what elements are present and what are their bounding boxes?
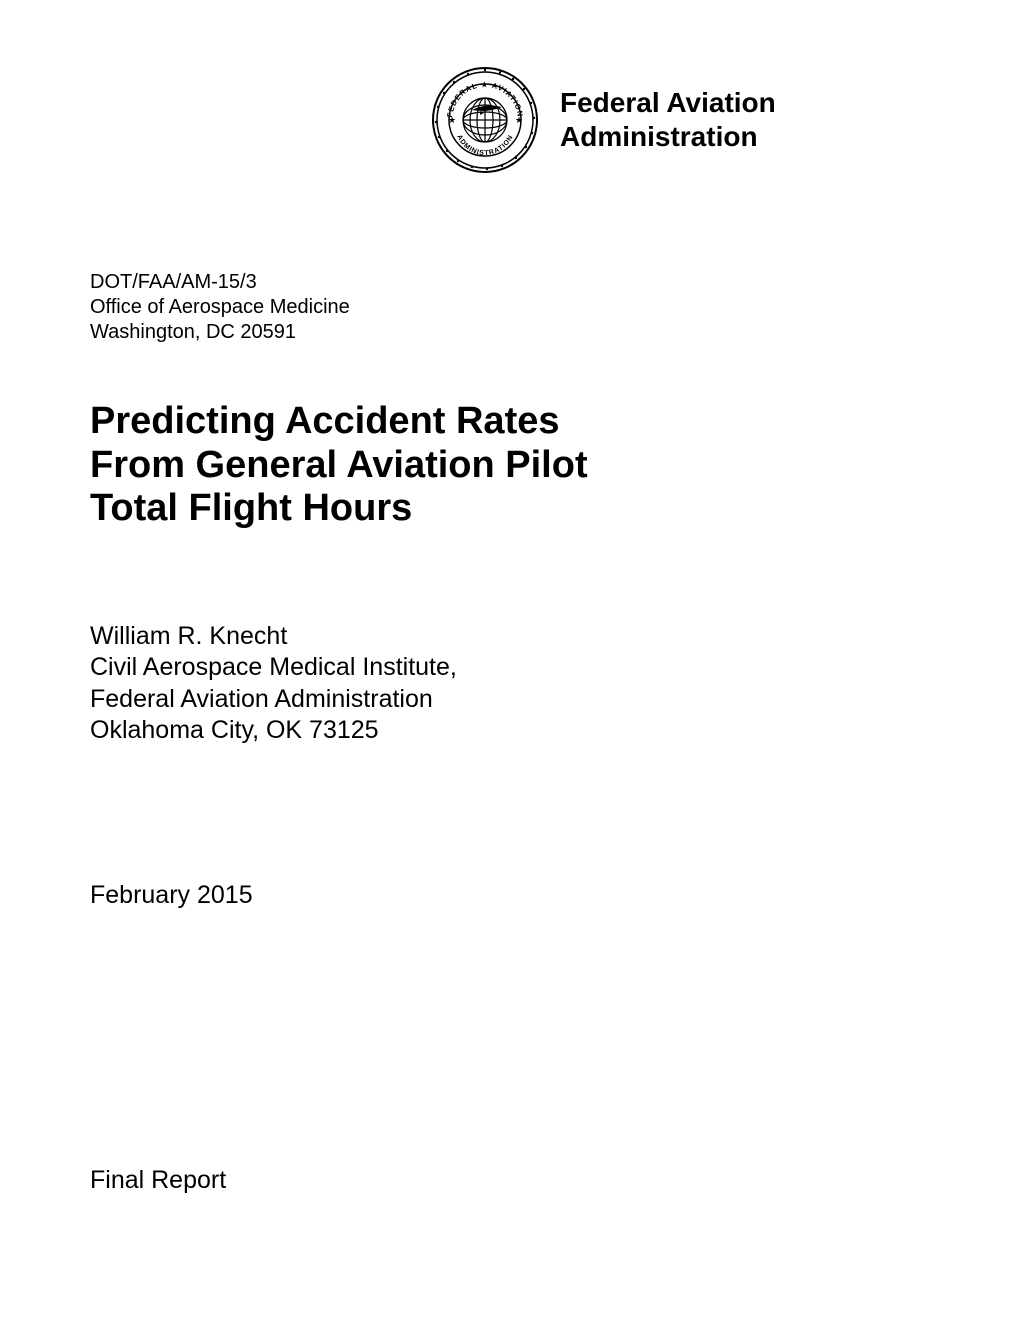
report-type: Final Report — [90, 1166, 226, 1195]
agency-name-line1: Federal Aviation — [560, 86, 776, 120]
svg-text:★: ★ — [448, 115, 456, 125]
author-affiliation2: Federal Aviation Administration — [90, 684, 930, 715]
document-info: DOT/FAA/AM-15/3 Office of Aerospace Medi… — [90, 270, 930, 345]
faa-seal-icon: FEDERAL ★ AVIATION ADMINISTRATION ★ — [430, 65, 540, 175]
office-location: Washington, DC 20591 — [90, 320, 930, 345]
office-name: Office of Aerospace Medicine — [90, 295, 930, 320]
title-line3: Total Flight Hours — [90, 487, 930, 531]
document-title: Predicting Accident Rates From General A… — [90, 400, 930, 531]
agency-name: Federal Aviation Administration — [560, 86, 776, 153]
author-affiliation1: Civil Aerospace Medical Institute, — [90, 652, 930, 683]
agency-name-line2: Administration — [560, 120, 776, 154]
author-location: Oklahoma City, OK 73125 — [90, 715, 930, 746]
publication-date: February 2015 — [90, 881, 930, 910]
author-name: William R. Knecht — [90, 621, 930, 652]
svg-text:★: ★ — [515, 115, 523, 125]
header-section: FEDERAL ★ AVIATION ADMINISTRATION ★ — [430, 65, 930, 175]
title-line2: From General Aviation Pilot — [90, 444, 930, 488]
report-number: DOT/FAA/AM-15/3 — [90, 270, 930, 295]
author-block: William R. Knecht Civil Aerospace Medica… — [90, 621, 930, 746]
title-line1: Predicting Accident Rates — [90, 400, 930, 444]
